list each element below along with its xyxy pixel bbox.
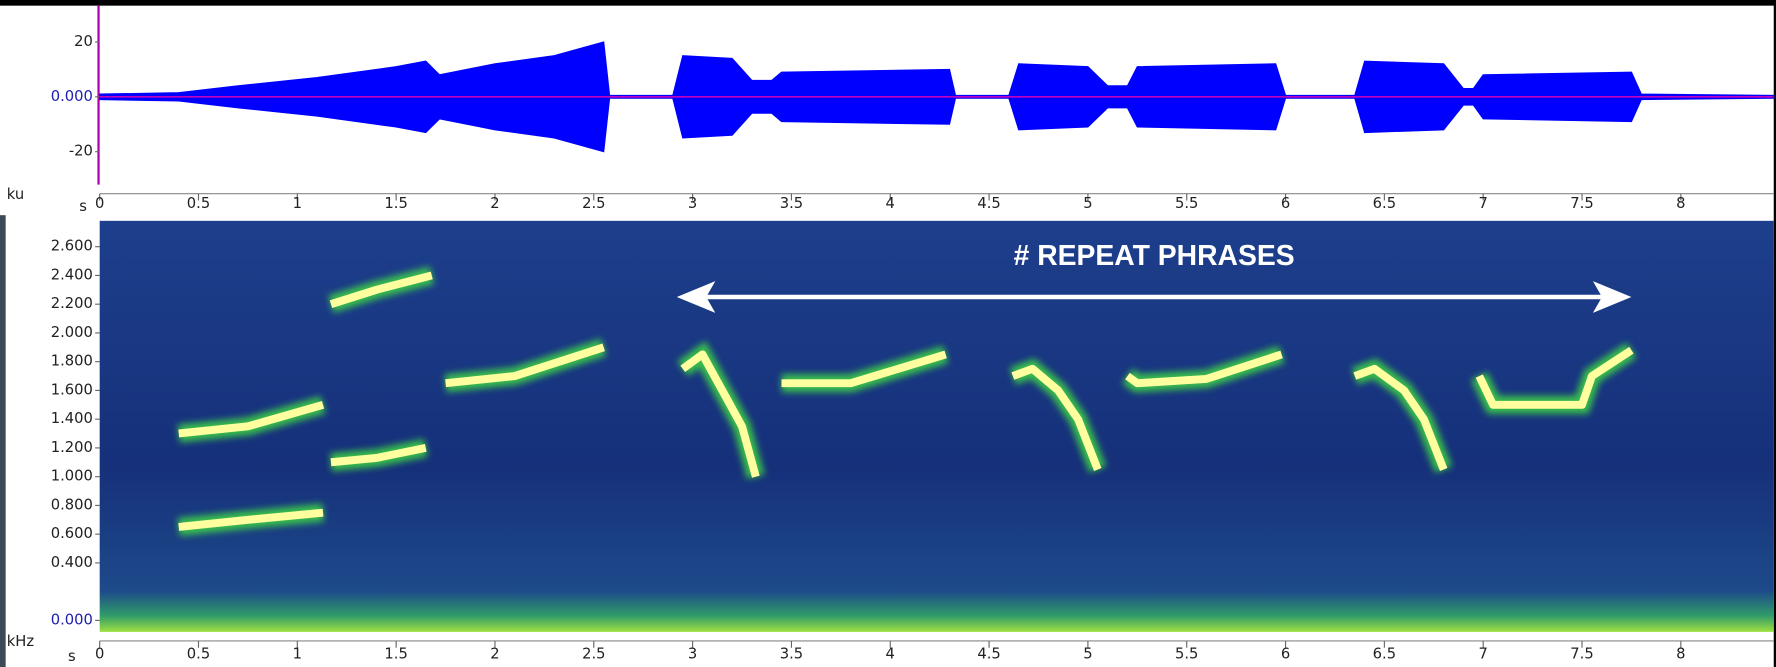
x-tick-label: 0.5 [187, 646, 210, 663]
harmonic-trace [178, 343, 1634, 531]
arrow-head [676, 281, 716, 313]
x-tick-label: 0 [95, 646, 104, 663]
x-tick-label: 3 [688, 646, 697, 663]
x-tick-label: 3.5 [780, 646, 803, 663]
y-axis-label: ku [7, 186, 24, 203]
x-tick-label: 2 [490, 195, 499, 212]
x-tick-label: 6 [1281, 195, 1290, 212]
y-tick-label: 1.000 [51, 468, 93, 485]
y-tick-label: 2.200 [51, 295, 93, 312]
y-tick-label: 1.800 [51, 353, 93, 370]
x-tick-label: 5 [1083, 646, 1092, 663]
y-tick-label: 0.000 [51, 611, 93, 628]
x-axis-label: s [68, 648, 76, 665]
y-tick-label: -20 [69, 143, 93, 160]
x-tick-label: 7 [1479, 195, 1488, 212]
y-tick-label: 0.800 [51, 496, 93, 513]
right-strip [1773, 0, 1776, 667]
x-tick-label: 5.5 [1175, 195, 1198, 212]
x-tick-label: 0 [95, 195, 104, 212]
x-tick-label: 5.5 [1175, 646, 1198, 663]
y-tick-label: 20 [74, 33, 93, 50]
left-strip [0, 215, 6, 667]
top-bar [0, 0, 1776, 6]
x-tick-label: 7.5 [1570, 195, 1593, 212]
x-axis-label: s [79, 198, 87, 215]
arrow-head [1592, 281, 1632, 313]
x-tick-label: 1 [293, 195, 302, 212]
y-tick-label: 0.600 [51, 525, 93, 542]
y-tick-label: 1.600 [51, 381, 93, 398]
x-tick-label: 6 [1281, 646, 1290, 663]
spectrogram-background [99, 220, 1774, 632]
x-tick-label: 4 [886, 195, 895, 212]
x-tick-label: 4.5 [977, 646, 1000, 663]
y-tick-label: 0.000 [51, 88, 93, 105]
x-tick-label: 1.5 [384, 195, 407, 212]
x-tick-label: 7.5 [1570, 646, 1593, 663]
annotation-text: # REPEAT PHRASES [1014, 239, 1295, 271]
y-tick-label: 1.400 [51, 410, 93, 427]
x-tick-label: 5 [1083, 195, 1092, 212]
x-tick-label: 0.5 [187, 195, 210, 212]
y-tick-label: 2.600 [51, 238, 93, 255]
x-tick-label: 2.5 [582, 646, 605, 663]
x-tick-label: 1 [293, 646, 302, 663]
x-tick-label: 2.5 [582, 195, 605, 212]
x-tick-label: 8 [1676, 195, 1685, 212]
y-tick-label: 0.400 [51, 554, 93, 571]
y-axis-label: kHz [7, 633, 35, 650]
x-tick-label: 1.5 [384, 646, 407, 663]
x-tick-label: 7 [1479, 646, 1488, 663]
x-tick-label: 6.5 [1373, 195, 1396, 212]
x-tick-label: 3.5 [780, 195, 803, 212]
x-tick-label: 3 [688, 195, 697, 212]
x-tick-label: 6.5 [1373, 646, 1396, 663]
harmonic-trace [178, 271, 433, 438]
x-tick-label: 4 [886, 646, 895, 663]
y-tick-label: 1.200 [51, 439, 93, 456]
x-tick-label: 2 [490, 646, 499, 663]
x-tick-label: 4.5 [977, 195, 1000, 212]
y-tick-label: 2.400 [51, 266, 93, 283]
x-tick-label: 8 [1676, 646, 1685, 663]
y-tick-label: 2.000 [51, 324, 93, 341]
